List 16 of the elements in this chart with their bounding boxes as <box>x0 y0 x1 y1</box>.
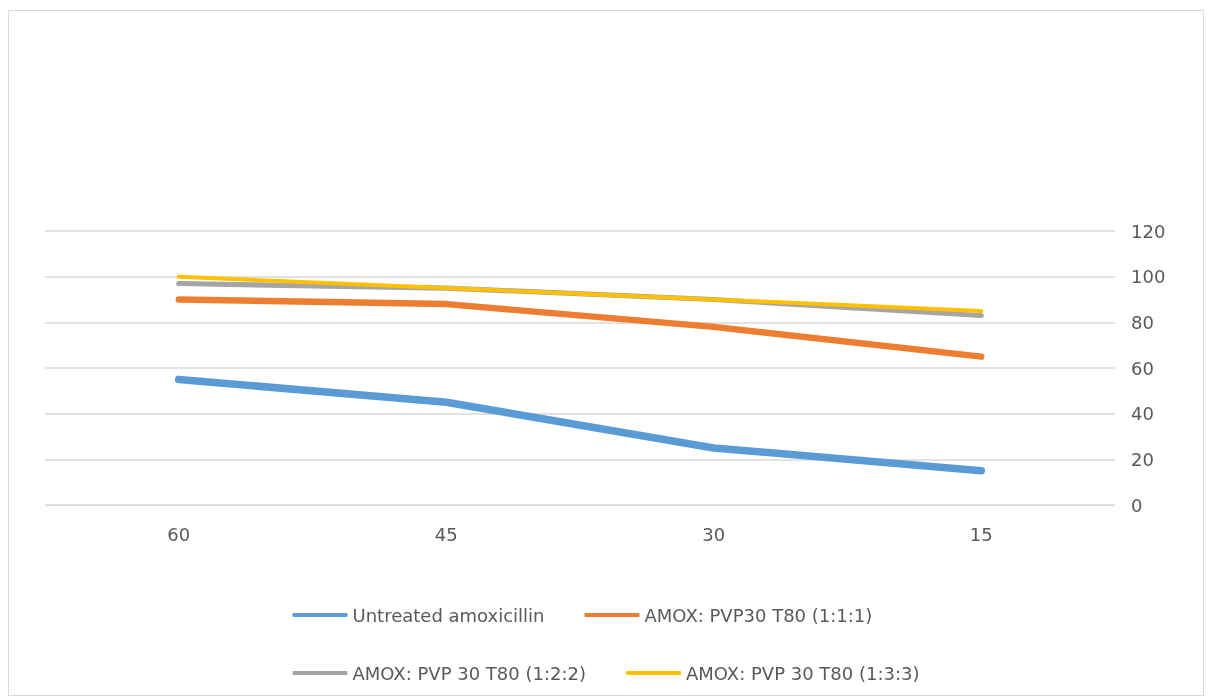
y-tick-label: 80 <box>1131 311 1154 333</box>
y-tick-label: 20 <box>1131 448 1154 470</box>
x-tick-label: 45 <box>434 523 458 545</box>
x-tick-label: 30 <box>702 523 726 545</box>
legend-label: Untreated amoxicillin <box>352 604 545 626</box>
line-series <box>176 274 984 313</box>
y-tick-label: 0 <box>1131 494 1143 516</box>
legend-label: AMOX: PVP30 T80 (1:1:1) <box>644 604 873 626</box>
y-tick-label: 40 <box>1131 403 1154 425</box>
x-tick-label: 15 <box>969 523 993 545</box>
y-tick-label: 60 <box>1131 357 1154 379</box>
legend-label: AMOX: PVP 30 T80 (1:3:3) <box>686 662 920 684</box>
y-tick-label: 100 <box>1131 266 1166 288</box>
legend-label: AMOX: PVP 30 T80 (1:2:2) <box>352 662 586 684</box>
y-tick-label: 120 <box>1131 220 1166 242</box>
x-tick-label: 60 <box>167 523 191 545</box>
